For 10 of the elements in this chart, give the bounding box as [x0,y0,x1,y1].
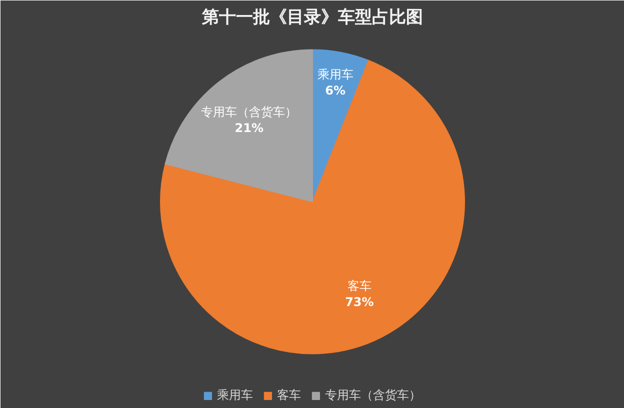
slice-label: 客车 [347,278,372,293]
slice-label: 乘用车 [317,67,354,82]
legend-label: 乘用车 [217,387,253,404]
data-label: 21% [234,121,264,136]
data-label: 73% [345,294,374,309]
slice-label: 专用车（含货车） [201,105,298,120]
legend-label: 专用车（含货车） [325,387,421,404]
legend-label: 客车 [277,387,301,404]
chart-title: 第十一批《目录》车型占比图 [201,8,423,28]
data-label: 6% [325,83,346,98]
